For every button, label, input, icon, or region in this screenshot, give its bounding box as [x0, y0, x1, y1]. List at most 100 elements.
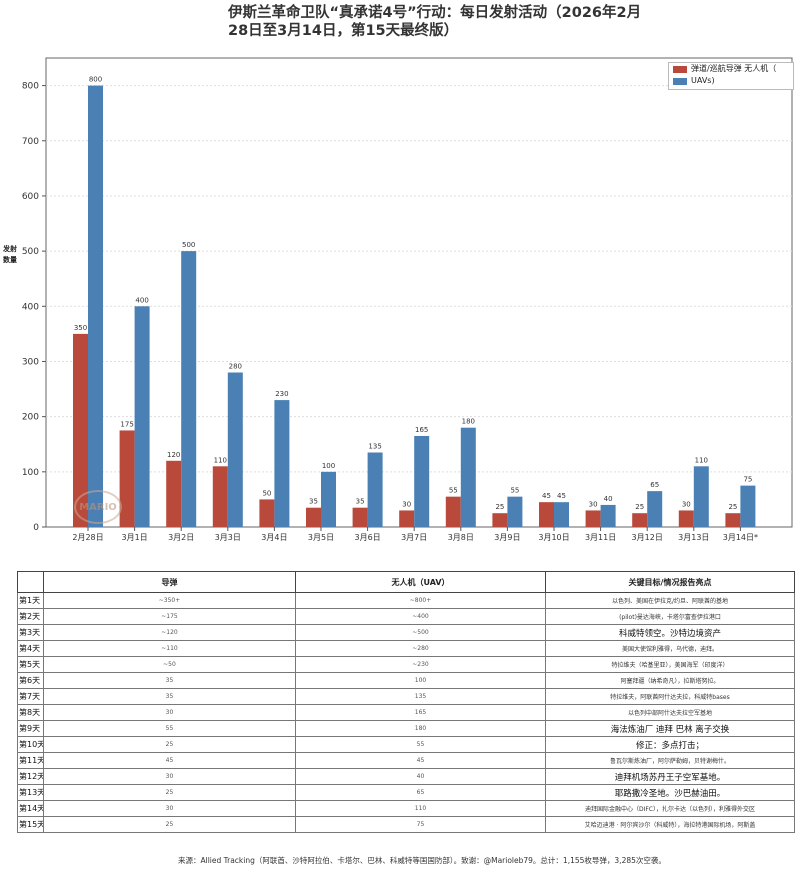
- row-uav: ~800+: [295, 592, 546, 609]
- row-uav: 55: [295, 736, 546, 753]
- bar-missiles: [399, 510, 415, 527]
- row-uav: ~400: [295, 608, 546, 625]
- data-label: 55: [449, 487, 458, 495]
- row-day: 第12天: [17, 768, 44, 785]
- legend-item-uavs: UAVs): [669, 75, 793, 87]
- row-missiles: 55: [43, 720, 296, 737]
- row-day: 第11天: [17, 752, 44, 769]
- row-day: 第14天: [17, 800, 44, 817]
- data-label: 500: [182, 241, 195, 249]
- data-label: 100: [322, 462, 335, 470]
- data-label: 45: [557, 492, 566, 500]
- bar-missiles: [212, 466, 228, 527]
- table-row: 第9天 55 180 海法炼油厂 迪拜 巴林 离子交换: [17, 720, 795, 737]
- row-note: 阿塞拜疆（纳希奇凡），拉斯塔努拉。: [545, 672, 795, 689]
- legend-label-missiles: 弹道/巡航导弹 无人机（: [691, 64, 777, 73]
- row-uav: 110: [295, 800, 546, 817]
- bar-missiles: [352, 507, 368, 527]
- y-tick-label: 100: [22, 468, 39, 478]
- row-missiles: 25: [43, 736, 296, 753]
- row-note: 艾哈迈迪港 · 阿尔宾沙尔（科威特），海拉特港国际机场，阿斯盖: [545, 816, 795, 833]
- header-notes: 关键目标/情况报告亮点: [545, 571, 795, 593]
- table-row: 第6天 35 100 阿塞拜疆（纳希奇凡），拉斯塔努拉。: [17, 672, 795, 689]
- row-day: 第8天: [17, 704, 44, 721]
- x-tick-label: 3月13日: [678, 533, 709, 542]
- bar-uavs: [507, 496, 523, 527]
- legend: 弹道/巡航导弹 无人机（ UAVs): [668, 62, 794, 90]
- row-uav: 180: [295, 720, 546, 737]
- bar-uavs: [88, 85, 103, 528]
- row-day: 第10天: [17, 736, 44, 753]
- row-missiles: 30: [43, 768, 296, 785]
- table-row: 第11天 45 45 鲁瓦尔斯炼油厂，阿尔萨勒姆，贝特谢梅什。: [17, 752, 795, 769]
- row-missiles: ~50: [43, 656, 296, 673]
- legend-label-uavs: UAVs): [691, 76, 715, 85]
- bar-missiles: [119, 430, 135, 527]
- y-tick-label: 0: [33, 523, 39, 533]
- row-day: 第2天: [17, 608, 44, 625]
- row-note: 修正：多点打击；: [545, 736, 795, 753]
- row-missiles: ~110: [43, 640, 296, 657]
- chart-title: 伊斯兰革命卫队“真承诺4号”行动：每日发射活动（2026年2月28日至3月14日…: [228, 5, 642, 39]
- data-label: 800: [89, 76, 102, 84]
- row-note: 美国大使馆利雅得，乌代德，迪拜。: [545, 640, 795, 657]
- bar-missiles: [166, 460, 182, 527]
- x-tick-label: 3月10日: [538, 533, 569, 542]
- data-label: 50: [262, 489, 271, 497]
- row-uav: 65: [295, 784, 546, 801]
- y-tick-label: 500: [22, 247, 39, 257]
- x-tick-label: 3月9日: [494, 533, 520, 542]
- row-uav: 45: [295, 752, 546, 769]
- row-note: (pilot)曼达海峡，卡塔尔富查伊拉港口: [545, 608, 795, 625]
- data-label: 280: [229, 363, 242, 371]
- data-label: 45: [542, 492, 551, 500]
- row-note: 特拉维夫，阿联酋阿什达夫拉，科威特bases: [545, 688, 795, 705]
- row-note: 以色列、美国在伊拉克/约旦、阿联酋的基地: [545, 592, 795, 609]
- data-label: 35: [356, 498, 365, 506]
- row-note: 迪拜国际金融中心（DIFC），扎尔卡达（以色列），利雅得外交区: [545, 800, 795, 817]
- bar-uavs: [693, 466, 709, 527]
- x-tick-label: 3月3日: [215, 533, 241, 542]
- row-note: 以色列中部阿什达夫拉空军基地: [545, 704, 795, 721]
- bar-uavs: [274, 400, 290, 527]
- row-missiles: 35: [43, 672, 296, 689]
- table-body: 第1天 ~350+ ~800+ 以色列、美国在伊拉克/约旦、阿联酋的基地 第2天 ~175…: [17, 592, 795, 833]
- table-row: 第13天 25 65 耶路撒冷圣地。沙巴赫油田。: [17, 784, 795, 801]
- bar-uavs: [740, 485, 756, 527]
- table-row: 第7天 35 135 特拉维夫，阿联酋阿什达夫拉，科威特bases: [17, 688, 795, 705]
- data-label: 165: [415, 426, 428, 434]
- row-uav: ~500: [295, 624, 546, 641]
- header-missiles: 导弹: [43, 571, 296, 593]
- bar-uavs: [227, 372, 243, 527]
- row-missiles: ~175: [43, 608, 296, 625]
- x-tick-label: 3月5日: [308, 533, 334, 542]
- data-label: 55: [510, 487, 519, 495]
- row-note: 迪拜机场苏丹王子空军基地。: [545, 768, 795, 785]
- row-note: 鲁瓦尔斯炼油厂，阿尔萨勒姆，贝特谢梅什。: [545, 752, 795, 769]
- row-note: 耶路撒冷圣地。沙巴赫油田。: [545, 784, 795, 801]
- row-note: 科威特领空。沙特边境资产: [545, 624, 795, 641]
- data-label: 25: [728, 503, 737, 511]
- bar-uavs: [647, 491, 663, 527]
- row-uav: ~280: [295, 640, 546, 657]
- y-tick-label: 400: [22, 302, 39, 312]
- x-tick-label: 3月8日: [448, 533, 474, 542]
- row-missiles: 35: [43, 688, 296, 705]
- data-label: 120: [167, 451, 180, 459]
- y-tick-label: 700: [22, 137, 39, 147]
- row-uav: 40: [295, 768, 546, 785]
- row-day: 第4天: [17, 640, 44, 657]
- row-note: 特拉维夫（哈基里亚），美国海军（印度洋）: [545, 656, 795, 673]
- row-missiles: ~120: [43, 624, 296, 641]
- row-uav: 135: [295, 688, 546, 705]
- row-missiles: 30: [43, 800, 296, 817]
- legend-swatch-missiles: [673, 65, 687, 73]
- row-uav: 100: [295, 672, 546, 689]
- data-label: 75: [743, 476, 752, 484]
- row-day: 第9天: [17, 720, 44, 737]
- y-tick-label: 200: [22, 413, 39, 423]
- data-label: 35: [309, 498, 318, 506]
- data-label: 110: [695, 456, 708, 464]
- bar-uavs: [321, 471, 336, 527]
- row-day: 第15天*: [17, 816, 44, 833]
